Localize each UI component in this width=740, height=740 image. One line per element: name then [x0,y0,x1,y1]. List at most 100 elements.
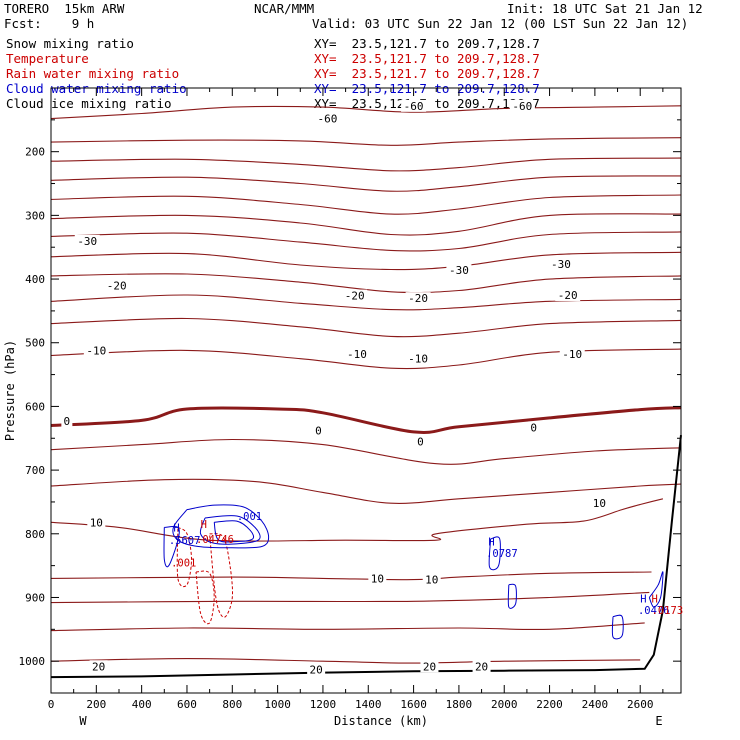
isotherm-12 [50,591,650,604]
contour-label-14: 0 [64,415,71,428]
moisture-label-7: .0787 [486,548,518,560]
isotherm-0 [50,406,682,434]
contour-label-bg [89,660,108,673]
y-tick-label-300: 300 [25,209,45,222]
contour-label-bg [368,572,387,585]
moisture-label-3: .04746 [196,534,234,546]
x-tick-label-1600: 1600 [400,698,427,711]
contour-label-10: -10 [86,344,106,357]
contour-label-7: -20 [345,290,365,303]
contour-label-bg [509,99,535,112]
contour-label-bg [414,435,426,448]
y-axis-title: Pressure (hPa) [3,340,17,441]
isotherm-m3 [50,348,682,370]
cloud-water-contour-1 [199,515,261,545]
moisture-label-0: H [173,522,179,534]
moisture-label-6: H [488,536,494,548]
isotherm-10 [50,571,652,581]
contour-label-24: 20 [423,660,436,673]
model-title: TORERO 15km ARW [4,1,125,16]
y-tick-label-700: 700 [25,464,45,477]
contour-label-13: -10 [562,348,582,361]
x-tick-label-2000: 2000 [491,698,518,711]
contour-label-bg [590,497,609,510]
isotherm-m45 [50,157,682,172]
contour-label-18: 10 [90,516,103,529]
field-snow-name: Snow mixing ratio [6,36,134,51]
field-temperature-xy: XY= 23.5,121.7 to 209.7,128.7 [314,51,540,66]
contour-label-2: -60 [318,113,338,126]
contour-label-25: 20 [475,660,488,673]
contour-label-3: -30 [77,235,97,248]
isotherm-14 [50,622,645,632]
center-name: NCAR/MMM [254,1,315,16]
x-tick-label-1400: 1400 [355,698,382,711]
contour-label-17: 0 [530,421,537,434]
moisture-label-10: .0476 [638,605,670,617]
isotherm-m25 [50,231,682,252]
west-label: W [79,714,87,728]
rain-contour-2 [195,570,215,625]
x-tick-label-2600: 2600 [627,698,654,711]
contour-label-bg [420,660,439,673]
field-rain-name: Rain water mixing ratio [6,66,180,81]
isotherm-m60 [50,105,682,120]
east-label: E [655,714,662,728]
contour-label-bg [312,424,324,437]
isotherm-m35 [50,194,682,215]
contour-label-4: -30 [449,264,469,277]
contour-label-bg [472,660,491,673]
rain-contour-1 [209,533,233,618]
isotherm-m50 [50,137,682,146]
cloud-water-contour-2 [213,520,255,543]
moisture-label-9: H [652,594,658,606]
cloud-water-contour-6 [611,614,624,640]
contour-label-23: 20 [310,663,323,676]
isotherm-5 [50,478,682,504]
y-tick-label-900: 900 [25,591,45,604]
contour-label-1: -60 [512,100,532,113]
contour-label-5: -30 [551,258,571,271]
moisture-label-1: H [201,519,207,531]
contour-label-bg [74,234,100,247]
contour-label-bg [528,421,540,434]
contour-label-bg [87,516,106,529]
y-tick-label-400: 400 [25,273,45,286]
init-time: Init: 18 UTC Sat 21 Jan 12 [507,1,703,16]
contour-label-bg [401,99,427,112]
contour-label-12: -10 [408,353,428,366]
x-tick-label-0: 0 [48,698,55,711]
x-tick-label-2400: 2400 [582,698,609,711]
contour-label-21: 10 [593,497,606,510]
contour-label-9: -20 [558,289,578,302]
contour-label-22: 20 [92,660,105,673]
isotherm-m15 [50,273,682,294]
y-tick-label-200: 200 [25,146,45,159]
field-temperature-name: Temperature [6,51,89,66]
isotherm-2 [50,438,682,465]
cloud-water-contour-4 [488,536,501,571]
contour-label-15: 0 [315,425,322,438]
moisture-label-2: .5607 [169,535,201,547]
contour-label-bg [446,264,472,277]
y-tick-label-600: 600 [25,400,45,413]
contour-label-bg [342,289,368,302]
contour-label-bg [314,112,340,125]
contour-label-19: 10 [371,572,384,585]
contour-label-bg [405,292,431,305]
isotherm-10 [50,498,664,542]
moisture-label-8: H [640,594,646,606]
x-axis-title: Distance (km) [334,714,428,728]
isotherm-m30 [50,213,682,236]
isotherm-m10 [50,294,682,311]
isotherm-m20 [50,251,682,271]
x-tick-label-1200: 1200 [310,698,337,711]
contour-label-bg [104,279,130,292]
y-tick-label-500: 500 [25,337,45,350]
isotherm-20 [50,658,641,664]
contour-label-bg [422,573,441,586]
contour-label-bg [307,663,326,676]
x-tick-label-2200: 2200 [536,698,563,711]
isotherm-m5 [50,317,682,338]
